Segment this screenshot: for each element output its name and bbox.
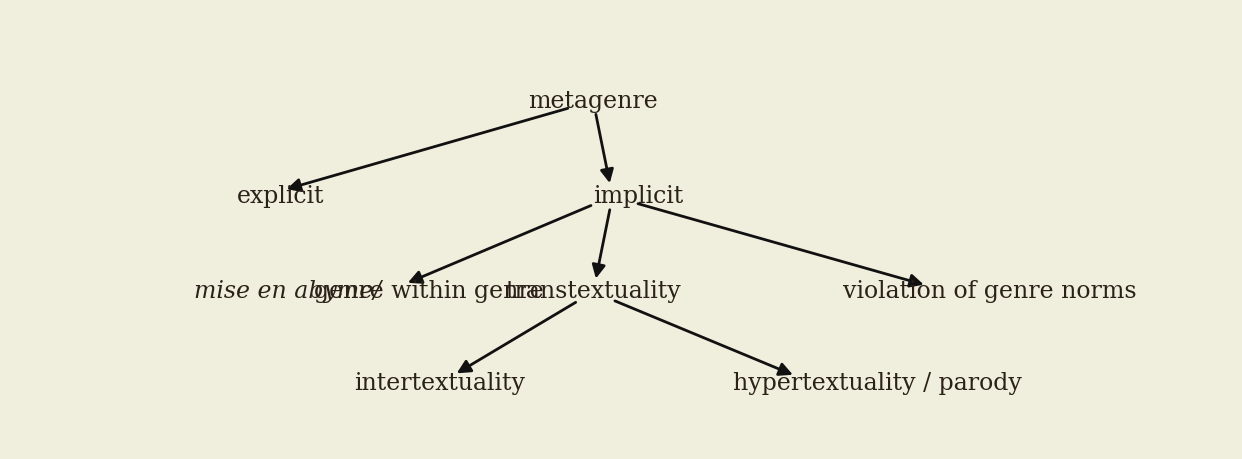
Text: violation of genre norms: violation of genre norms xyxy=(843,280,1138,303)
Text: intertextuality: intertextuality xyxy=(354,372,524,395)
Text: explicit: explicit xyxy=(237,185,324,208)
Text: mise en abyme/: mise en abyme/ xyxy=(194,280,389,303)
Text: implicit: implicit xyxy=(594,185,683,208)
Text: metagenre: metagenre xyxy=(528,90,658,112)
Text: genre within genre: genre within genre xyxy=(313,280,543,303)
Text: transtextuality: transtextuality xyxy=(505,280,681,303)
Text: hypertextuality / parody: hypertextuality / parody xyxy=(733,372,1022,395)
